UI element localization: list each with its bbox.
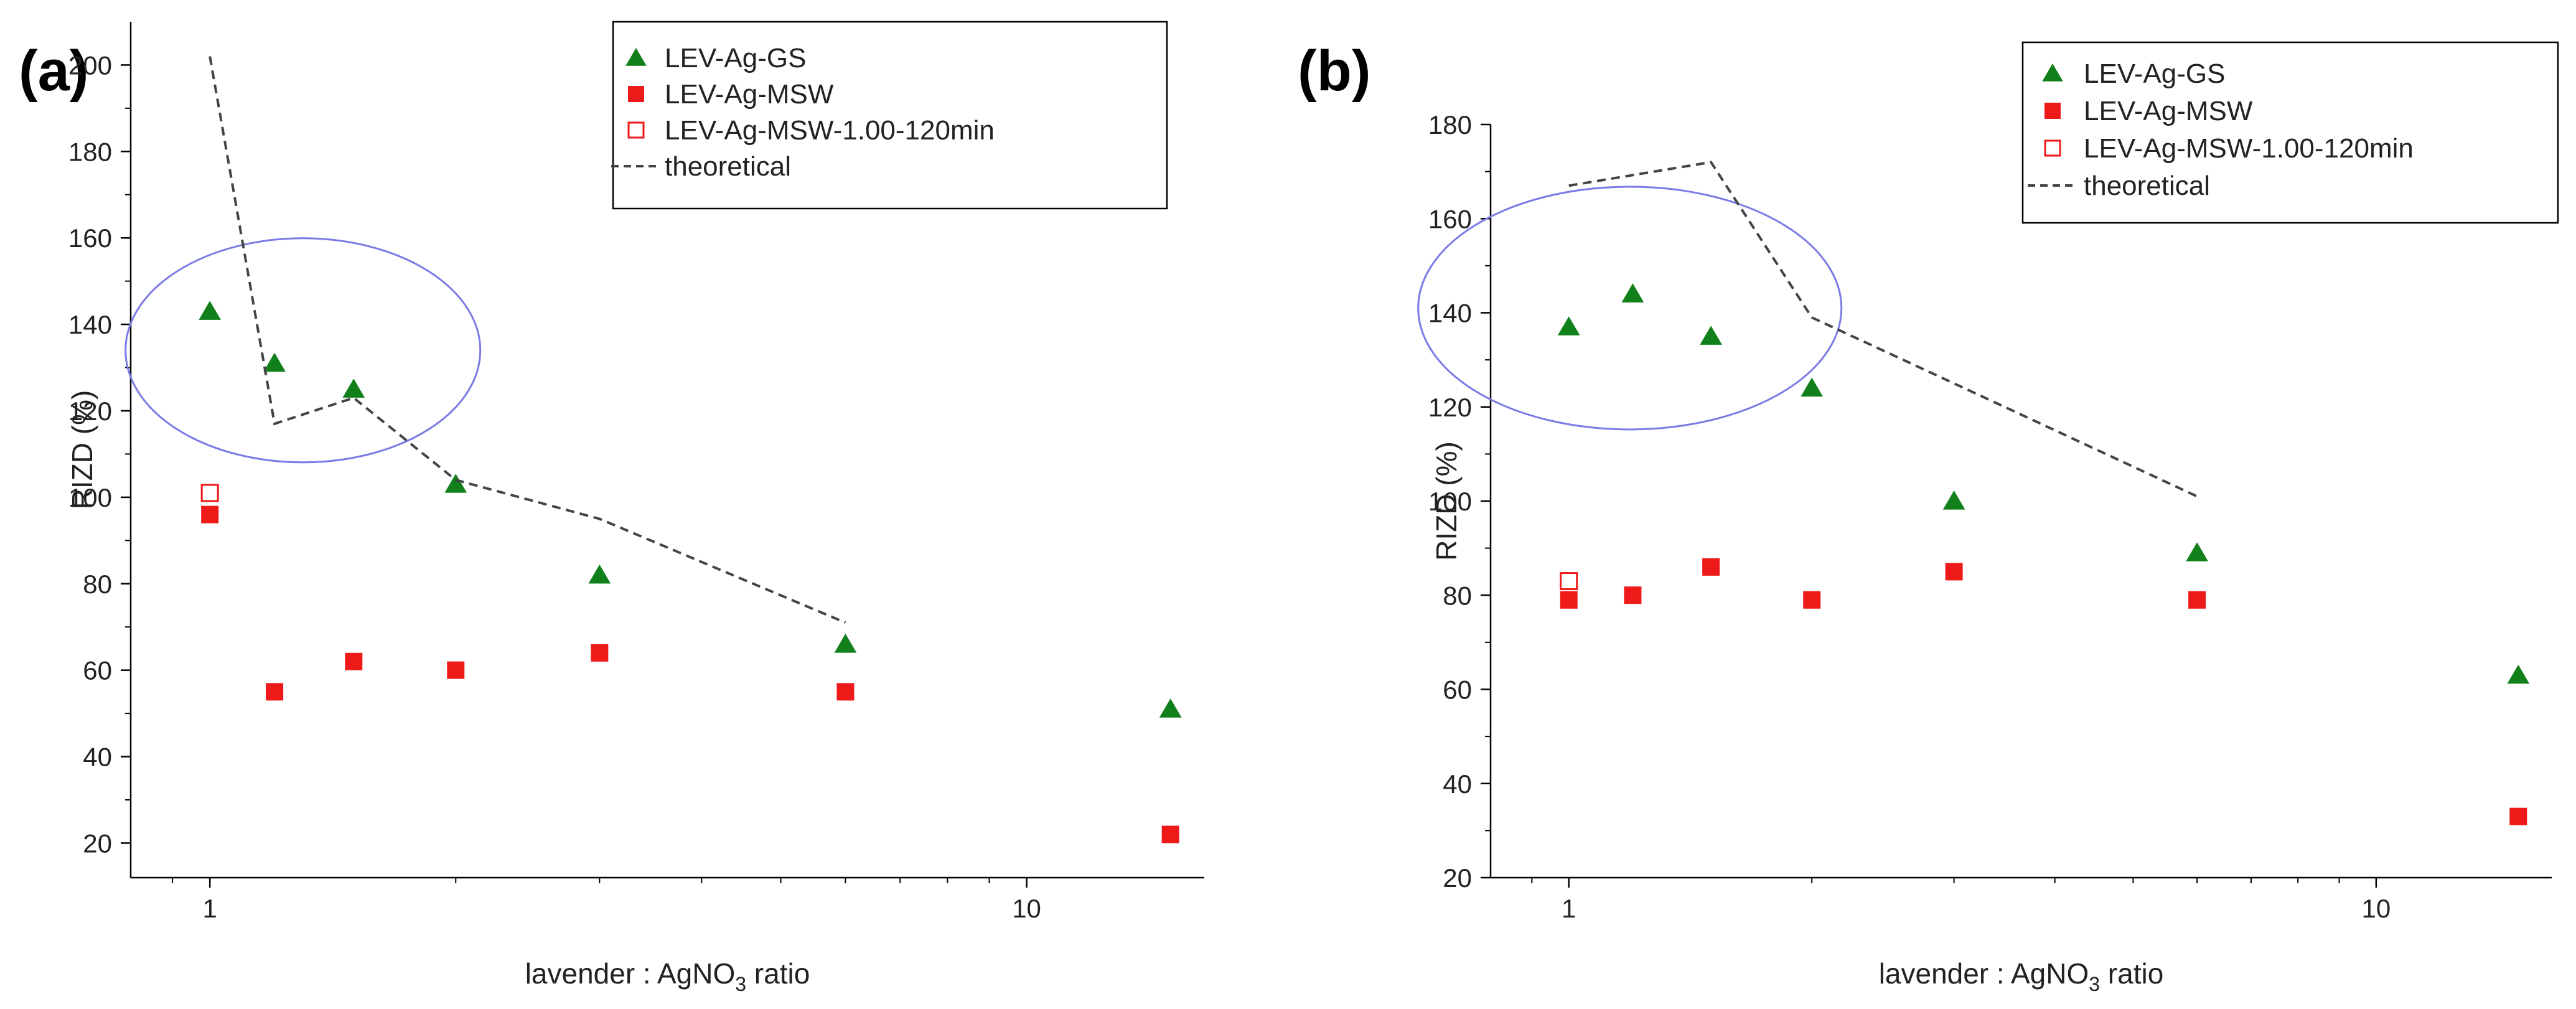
x-tick-label: 1 [203,894,217,923]
chart-panel-b: (b) 20 40 60 80 100 120 140 160 180 1 10 RIZD (%) lav… [1298,39,2559,995]
legend-label: LEV-Ag-MSW [2084,96,2253,126]
y-tick-label: 160 [1428,204,1472,233]
y-tick-label: 20 [1443,863,1472,893]
y-tick-label: 140 [1428,299,1472,328]
data-point-lev-ag-msw [1702,558,1720,576]
data-point-lev-ag-msw [1803,591,1821,609]
chart-panel-a: (a) 20 40 60 80 100 120 140 160 180 200 1 10 RIZD (%)… [19,21,1204,995]
legend-label: LEV-Ag-GS [665,43,806,73]
legend-item: theoretical [2028,171,2210,201]
panel-label: (b) [1298,39,1370,103]
x-axis-label-tail: ratio [746,957,810,990]
y-tick-label: 100 [1428,487,1472,516]
data-point-lev-ag-gs [1801,377,1824,397]
y-tick-label: 60 [83,656,112,685]
x-axis-label-main: lavender : AgNO [525,957,736,990]
data-point-lev-ag-msw [266,683,284,701]
y-tick-label: 40 [1443,769,1472,799]
legend-item: LEV-Ag-GS [625,43,806,73]
legend-label: LEV-Ag-MSW [665,79,834,110]
data-point-lev-ag-msw [2509,807,2527,825]
y-tick-label: 60 [1443,675,1472,705]
data-point-lev-ag-gs [2507,664,2530,684]
data-point-lev-ag-msw [345,652,363,670]
y-tick-label: 20 [83,828,112,858]
data-point-lev-ag-msw [836,683,855,701]
x-tick-label: 10 [2362,894,2391,923]
y-tick-label: 200 [68,50,112,80]
data-point-lev-ag-msw [591,644,609,662]
panel-label: (a) [19,39,88,103]
legend: LEV-Ag-GS LEV-Ag-MSW LEV-Ag-MSW-1.00-120mi… [2021,41,2559,224]
data-point-lev-ag-gs [444,474,467,493]
x-tick-label: 10 [1012,894,1041,923]
y-tick-label: 160 [68,223,112,253]
y-tick-label: 180 [68,137,112,166]
data-point-lev-ag-msw-1-00-120min [1560,572,1578,591]
legend-marker-triangle [625,48,647,66]
x-axis-label-subscript: 3 [2089,973,2100,995]
data-point-lev-ag-gs [342,378,365,398]
y-tick-label: 120 [1428,393,1472,422]
legend-marker-square [2044,103,2061,119]
legend-item: LEV-Ag-GS [2042,59,2225,89]
y-tick-label: 80 [1443,581,1472,610]
x-axis-label-subscript: 3 [735,973,746,995]
data-point-lev-ag-msw [447,661,465,679]
legend-item: LEV-Ag-MSW-1.00-120min [2044,133,2414,164]
y-tick-label: 140 [68,310,112,339]
data-point-lev-ag-gs [588,564,611,584]
y-tick-label: 80 [83,570,112,599]
data-point-lev-ag-gs [834,634,857,653]
legend-label: LEV-Ag-GS [2084,59,2225,89]
data-point-lev-ag-gs [1621,283,1644,303]
data-point-lev-ag-gs [1159,698,1182,718]
data-point-lev-ag-gs [1557,316,1580,336]
legend-item: theoretical [611,151,791,182]
legend-label: LEV-Ag-MSW-1.00-120min [2084,133,2414,164]
legend-item: LEV-Ag-MSW [628,79,834,110]
y-tick-label: 40 [83,743,112,772]
data-point-lev-ag-gs [263,352,286,372]
y-tick-label: 180 [1428,110,1472,139]
x-axis-label: lavender : AgNO3 ratio [525,957,810,995]
legend-marker-open-square [2044,139,2061,157]
legend-label: theoretical [2084,171,2210,201]
annotation-ellipse [124,237,482,464]
data-point-lev-ag-msw [1161,825,1179,843]
data-point-lev-ag-gs [1942,490,1965,510]
data-point-lev-ag-msw-1-00-120min [200,484,219,502]
data-point-lev-ag-gs [1700,326,1722,345]
data-point-lev-ag-gs [199,301,222,320]
data-point-lev-ag-gs [2186,542,2208,561]
y-tick-label: 120 [68,397,112,426]
legend-box [612,21,1168,210]
legend-label: LEV-Ag-MSW-1.00-120min [665,115,995,146]
x-axis-label-tail: ratio [2100,957,2163,990]
y-axis-label: RIZD (%) [66,390,98,510]
x-tick-label: 1 [1562,894,1576,923]
legend: LEV-Ag-GS LEV-Ag-MSW LEV-Ag-MSW-1.00-120mi… [611,21,1168,210]
legend-box [2021,41,2559,224]
data-point-lev-ag-msw [201,505,219,523]
legend-item: LEV-Ag-MSW-1.00-120min [627,115,995,146]
annotation-ellipse [1417,185,1843,431]
legend-item: LEV-Ag-MSW [2044,96,2253,126]
legend-marker-square [628,86,644,102]
data-point-lev-ag-msw [1624,586,1642,604]
series-theoretical-line [208,56,846,624]
y-axis-label: RIZD (%) [1430,441,1463,561]
data-point-lev-ag-msw [1945,563,1963,581]
data-point-lev-ag-msw [1560,591,1578,609]
data-point-lev-ag-msw [2188,591,2206,609]
x-axis-label: lavender : AgNO3 ratio [1879,957,2164,995]
legend-marker-open-square [627,121,645,139]
y-tick-label: 100 [68,483,112,512]
x-axis-label-main: lavender : AgNO [1879,957,2089,990]
legend-label: theoretical [665,151,791,182]
legend-marker-triangle [2042,63,2063,82]
series-theoretical-line [1568,161,2198,498]
